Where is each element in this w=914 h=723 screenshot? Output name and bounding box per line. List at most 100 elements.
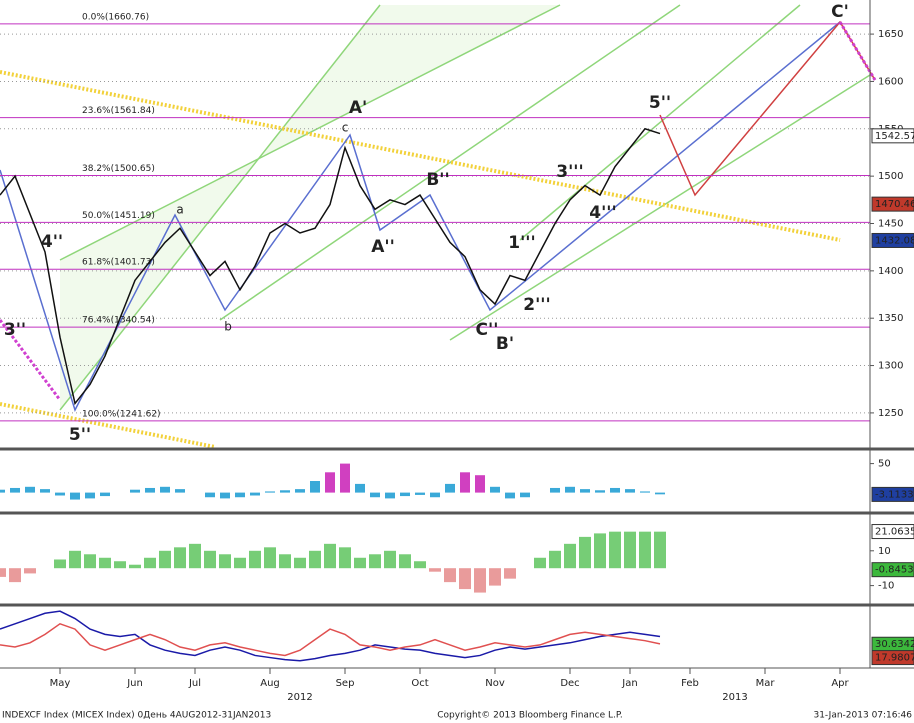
- wave-line: [0, 21, 841, 412]
- x-tick-label: Sep: [336, 678, 355, 689]
- histogram-bar: [340, 463, 350, 493]
- year-label: 2013: [722, 692, 747, 703]
- x-tick-label: Feb: [681, 678, 699, 689]
- histogram-bar: [130, 489, 140, 493]
- histogram-bar: [265, 491, 275, 493]
- histogram-bar: [10, 487, 20, 493]
- area-bar: [159, 550, 171, 569]
- histogram-bar: [655, 492, 665, 495]
- value-box-label: 21.0635: [875, 527, 914, 538]
- wave-label: 5'': [649, 93, 671, 113]
- trend-line: [0, 319, 62, 401]
- x-tick-label: Oct: [411, 678, 428, 689]
- area-bar: [429, 568, 441, 572]
- indicator-panel: 10 -10 21.0635 -0.8453: [0, 524, 914, 593]
- area-bar: [114, 561, 126, 569]
- footer-left: INDEXCF Index (MICEX Index) 0День 4AUG20…: [2, 711, 271, 721]
- area-bar: [249, 550, 261, 569]
- value-box-label: 17.9807: [875, 653, 914, 664]
- y-tick-label: 1650: [878, 29, 903, 40]
- area-bar: [639, 531, 651, 569]
- wave-label: 4'': [41, 232, 63, 252]
- wave-label: B': [496, 334, 514, 354]
- histogram-bar: [160, 486, 170, 493]
- trend-line: [0, 402, 216, 449]
- area-bar: [339, 547, 351, 569]
- area-bar: [369, 554, 381, 569]
- value-box-label: -3.1133: [875, 489, 914, 500]
- area-bar: [624, 531, 636, 569]
- wave-label: 3'': [4, 320, 26, 340]
- wave-label: C'': [476, 320, 499, 340]
- area-bar: [189, 543, 201, 569]
- histogram-bar: [250, 492, 260, 496]
- wave-label: 3''': [556, 162, 583, 182]
- histogram-bar: [325, 472, 335, 493]
- area-bar: [204, 550, 216, 569]
- wave-label: 1''': [508, 233, 535, 253]
- area-bar: [444, 568, 456, 583]
- histogram-bar: [595, 490, 605, 493]
- histogram-bar: [460, 472, 470, 493]
- y-tick-label: 1500: [878, 171, 903, 182]
- area-bar: [324, 543, 336, 569]
- fib-label: 100.0%(1241.62): [82, 409, 161, 419]
- footer-center: Copyright© 2013 Bloomberg Finance L.P.: [437, 711, 622, 721]
- value-box: [871, 486, 914, 502]
- area-bar: [279, 554, 291, 569]
- area-bar: [54, 559, 66, 569]
- indicator-panel: 30.6342 17.9807: [0, 610, 914, 666]
- wave-label: A'': [371, 237, 395, 257]
- histogram-bar: [625, 489, 635, 493]
- histogram-bar: [370, 492, 380, 498]
- y-tick-label: 1300: [878, 361, 903, 372]
- histogram-bar: [520, 492, 530, 498]
- trend-line: [838, 21, 877, 81]
- y-tick-label: -10: [878, 581, 894, 592]
- y-tick-label: 1350: [878, 313, 903, 324]
- histogram-bar: [580, 489, 590, 493]
- channel-line: [519, 4, 801, 241]
- fib-label: 50.0%(1451.19): [82, 211, 155, 221]
- channel-line: [449, 74, 871, 341]
- y-tick-label: 1450: [878, 219, 903, 230]
- channel-line: [59, 4, 381, 411]
- x-tick-label: Mar: [756, 678, 776, 689]
- area-bar: [579, 536, 591, 569]
- histogram-bar: [220, 492, 230, 499]
- histogram-bar: [475, 475, 485, 493]
- histogram-bar: [310, 481, 320, 493]
- fib-label: 61.8%(1401.73): [82, 258, 155, 268]
- channel-line: [59, 4, 561, 261]
- wave-label: a: [176, 203, 183, 217]
- area-bar: [399, 554, 411, 569]
- wave-label: C': [831, 2, 849, 22]
- fib-label: 0.0%(1660.76): [82, 12, 149, 22]
- value-box: [871, 232, 914, 248]
- x-tick-label: Apr: [831, 678, 849, 689]
- x-tick-label: Jun: [126, 678, 143, 689]
- area-bar: [69, 550, 81, 569]
- area-bar: [144, 557, 156, 569]
- histogram-bar: [490, 486, 500, 493]
- histogram-bar: [85, 492, 95, 499]
- area-bar: [534, 557, 546, 569]
- histogram-bar: [0, 489, 5, 493]
- fib-label: 38.2%(1500.65): [82, 164, 155, 174]
- area-bar: [549, 550, 561, 569]
- wave-label: 2''': [523, 295, 550, 315]
- footer-right: 31-Jan-2013 07:16:46: [813, 711, 912, 721]
- wave-label: 4''': [589, 203, 616, 223]
- value-box-label: 30.6342: [875, 639, 914, 650]
- histogram-bar: [610, 487, 620, 493]
- area-bar: [414, 561, 426, 569]
- area-bar: [294, 557, 306, 569]
- x-tick-label: May: [50, 678, 71, 689]
- wave-label: A': [349, 98, 367, 118]
- area-bar: [384, 550, 396, 569]
- area-bar: [354, 557, 366, 569]
- histogram-bar: [565, 486, 575, 493]
- value-box-label: 1432.08: [875, 235, 914, 246]
- projection-line: [659, 20, 876, 197]
